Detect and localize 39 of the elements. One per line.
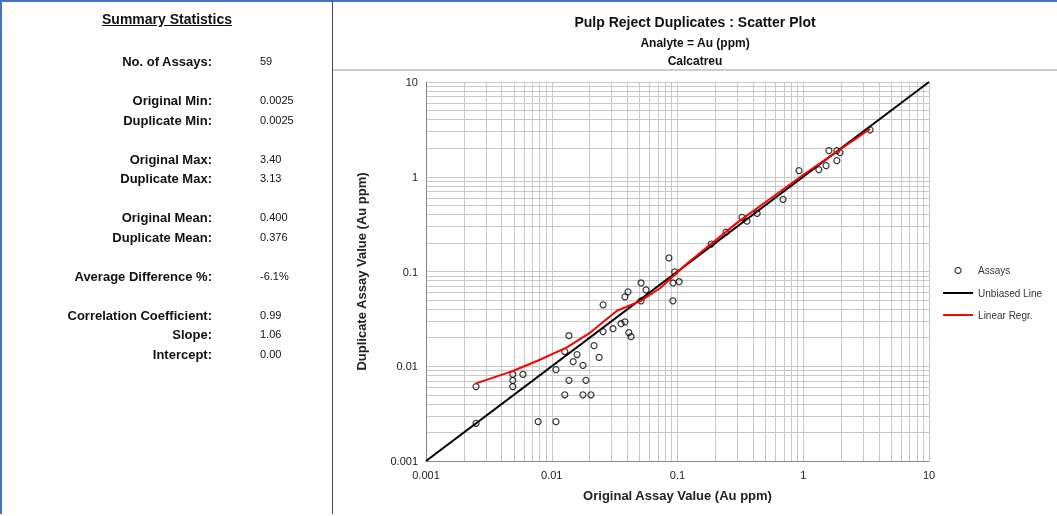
text: 0.00 [260,347,282,360]
text: Original Max: [129,151,212,167]
text: 0.0025 [260,113,294,126]
x-tick-label: 0.1 [669,468,686,481]
x-tick-label: 0.01 [541,468,563,481]
y-tick-label: 0.001 [390,455,418,467]
text: -6.1% [260,269,289,282]
text: 0.99 [260,308,282,321]
text: Duplicate Min: [123,112,212,128]
text: 3.13 [260,172,282,184]
x-tick-label: 10 [922,468,936,481]
text: Intercept: [152,346,212,362]
text: 3.40 [260,152,282,165]
text: Original Min: [132,93,212,108]
text: Correlation Coefficient: [67,307,212,323]
text: Duplicate Max: [120,171,212,186]
text: 0.0025 [260,94,294,106]
y-tick-label: 0.01 [396,360,418,373]
text: 0.376 [260,230,288,243]
y-tick-label: 0.1 [402,265,418,278]
chart-subtitle: Analyte = Au (ppm) Calcatreu [640,36,750,68]
chart-title: Pulp Reject Duplicates : Scatter Plot [574,14,816,30]
text: Original Mean: [121,210,212,225]
legend-label: Unbiased Line [978,287,1043,299]
text: 59 [260,55,273,67]
y-axis-title: Duplicate Assay Value (Au ppm) [354,172,369,371]
text: Average Difference %: [74,268,212,284]
legend-label: Assays [978,265,1011,276]
text: 1.06 [260,328,282,340]
x-tick-label: 1 [800,468,807,481]
y-tick-label: 10 [405,76,418,88]
x-axis-title: Original Assay Value (Au ppm) [583,488,772,503]
text: Duplicate Mean: [112,229,212,245]
text: Summary Statistics [102,11,232,27]
text: No. of Assays: [122,54,212,69]
text: 0.400 [260,211,288,223]
y-tick-label: 1 [411,170,418,183]
legend-label: Linear Regr. [978,309,1033,321]
text: Slope: [172,327,212,342]
